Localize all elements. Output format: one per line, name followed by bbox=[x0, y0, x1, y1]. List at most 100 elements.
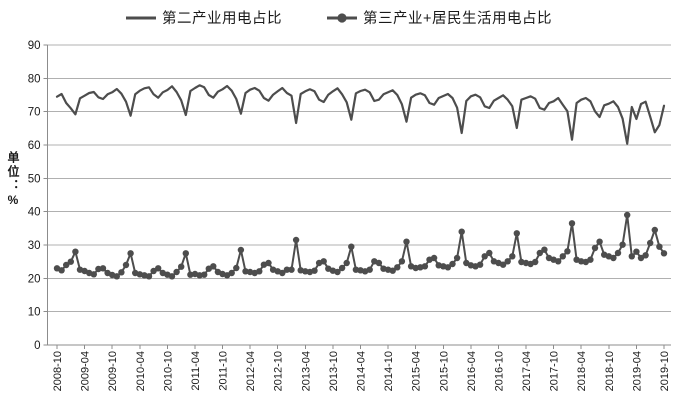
data-point-marker bbox=[228, 269, 235, 277]
data-point-marker bbox=[513, 230, 520, 237]
data-point-marker bbox=[614, 249, 622, 257]
data-point-marker bbox=[265, 259, 272, 267]
data-point-marker bbox=[509, 253, 516, 260]
data-point-marker bbox=[145, 273, 153, 280]
y-tick-label: 40 bbox=[28, 207, 41, 219]
data-point-marker bbox=[90, 271, 98, 278]
data-point-marker bbox=[62, 261, 70, 269]
x-tick-label: 2019-10 bbox=[659, 351, 671, 391]
legend-label-tertiary-residential: 第三产业+居民生活用电占比 bbox=[363, 11, 552, 27]
data-point-marker bbox=[338, 264, 346, 272]
data-point-marker bbox=[288, 266, 295, 273]
y-tick-label: 20 bbox=[28, 273, 41, 285]
data-point-marker bbox=[168, 273, 176, 280]
data-point-marker bbox=[201, 271, 208, 278]
x-tick-label: 2011-04 bbox=[190, 351, 202, 391]
data-point-marker bbox=[122, 261, 130, 269]
data-point-marker bbox=[233, 264, 240, 272]
data-point-marker bbox=[564, 248, 571, 255]
x-tick-label: 2014-04 bbox=[356, 351, 368, 391]
data-point-marker bbox=[311, 267, 318, 274]
data-point-marker bbox=[656, 243, 663, 250]
data-point-marker bbox=[398, 258, 406, 265]
data-point-marker bbox=[394, 264, 401, 271]
x-tick-label: 2018-10 bbox=[604, 351, 616, 391]
data-point-marker bbox=[660, 250, 668, 257]
x-tick-label: 2011-10 bbox=[218, 351, 230, 391]
data-point-marker bbox=[292, 236, 300, 244]
data-point-marker bbox=[210, 263, 217, 270]
data-point-marker bbox=[182, 250, 189, 257]
data-point-marker bbox=[532, 258, 539, 266]
data-point-marker bbox=[343, 259, 350, 267]
legend-label-secondary-industry: 第二产业用电占比 bbox=[162, 11, 283, 27]
data-point-marker bbox=[555, 258, 562, 265]
x-tick-label: 2012-04 bbox=[245, 351, 257, 391]
data-point-marker bbox=[633, 248, 640, 255]
data-point-marker bbox=[619, 241, 626, 248]
x-tick-label: 2018-04 bbox=[576, 351, 588, 391]
data-point-marker bbox=[173, 268, 180, 276]
y-tick-label: 90 bbox=[28, 40, 41, 52]
data-point-marker bbox=[624, 211, 631, 219]
legend-item-secondary-industry: 第二产业用电占比 bbox=[125, 7, 282, 28]
data-point-marker bbox=[651, 226, 658, 234]
x-tick-label: 2013-04 bbox=[300, 351, 312, 391]
data-point-marker bbox=[458, 228, 465, 235]
data-point-marker bbox=[366, 266, 373, 273]
data-point-marker bbox=[541, 246, 548, 253]
data-point-marker bbox=[536, 249, 543, 257]
x-tick-label: 2015-04 bbox=[411, 351, 423, 391]
data-point-marker bbox=[647, 239, 654, 247]
data-point-marker bbox=[559, 253, 566, 260]
y-tick-label: 30 bbox=[28, 240, 41, 252]
legend-item-tertiary-residential: 第三产业+居民生活用电占比 bbox=[326, 7, 552, 28]
x-tick-label: 2008-10 bbox=[52, 351, 64, 391]
x-tick-label: 2010-10 bbox=[162, 351, 174, 391]
x-tick-label: 2016-04 bbox=[466, 351, 478, 391]
data-point-marker bbox=[279, 269, 286, 277]
data-point-marker bbox=[642, 252, 649, 259]
data-point-marker bbox=[628, 253, 635, 260]
data-point-marker bbox=[334, 268, 341, 276]
data-point-marker bbox=[237, 246, 245, 254]
data-point-marker bbox=[113, 273, 121, 280]
x-tick-label: 2014-10 bbox=[383, 351, 395, 391]
x-tick-label: 2016-10 bbox=[493, 351, 505, 391]
data-point-marker bbox=[430, 254, 438, 262]
data-point-marker bbox=[587, 256, 594, 263]
data-point-marker bbox=[568, 220, 576, 227]
data-point-marker bbox=[453, 254, 461, 262]
data-point-marker bbox=[256, 268, 263, 275]
data-point-marker bbox=[403, 238, 410, 245]
x-tick-label: 2009-04 bbox=[80, 351, 92, 391]
data-point-marker bbox=[499, 261, 507, 268]
y-axis-unit-label: 单位：% bbox=[6, 151, 20, 209]
data-point-marker bbox=[283, 266, 291, 273]
data-point-marker bbox=[591, 244, 599, 252]
legend: 第二产业用电占比 第三产业+居民生活用电占比 bbox=[0, 7, 677, 28]
data-point-marker bbox=[320, 258, 327, 265]
data-point-marker bbox=[504, 258, 511, 265]
y-tick-label: 70 bbox=[28, 107, 41, 119]
x-tick-label: 2019-04 bbox=[631, 351, 643, 391]
data-point-marker bbox=[72, 248, 79, 255]
y-tick-label: 50 bbox=[28, 173, 41, 185]
line-marker-icon bbox=[126, 16, 157, 19]
data-point-marker bbox=[596, 238, 603, 245]
data-point-marker bbox=[58, 267, 65, 274]
x-tick-label: 2009-10 bbox=[107, 351, 119, 391]
data-point-marker bbox=[444, 264, 452, 271]
data-point-marker bbox=[178, 263, 185, 270]
x-tick-label: 2010-04 bbox=[135, 351, 147, 391]
line-dot-marker-icon bbox=[327, 12, 358, 23]
data-point-marker bbox=[67, 258, 75, 265]
data-point-marker bbox=[348, 243, 355, 250]
data-point-marker bbox=[610, 254, 617, 262]
data-point-marker bbox=[127, 250, 134, 257]
x-tick-label: 2017-10 bbox=[549, 351, 561, 391]
x-tick-label: 2012-10 bbox=[273, 351, 285, 391]
data-point-marker bbox=[99, 265, 107, 272]
